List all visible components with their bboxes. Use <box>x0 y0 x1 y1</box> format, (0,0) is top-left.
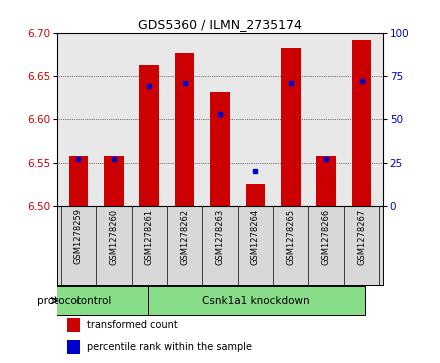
Bar <box>352 40 371 206</box>
Text: GSM1278263: GSM1278263 <box>216 208 224 265</box>
Text: GSM1278267: GSM1278267 <box>357 208 366 265</box>
Bar <box>104 156 124 206</box>
Text: protocol: protocol <box>37 295 80 306</box>
Bar <box>67 340 80 354</box>
Text: percentile rank within the sample: percentile rank within the sample <box>87 342 252 352</box>
Bar <box>39 286 148 315</box>
Bar <box>67 318 80 332</box>
Text: GSM1278265: GSM1278265 <box>286 208 295 265</box>
Text: transformed count: transformed count <box>87 320 177 330</box>
Text: control: control <box>75 295 112 306</box>
Bar <box>175 53 194 206</box>
Title: GDS5360 / ILMN_2735174: GDS5360 / ILMN_2735174 <box>138 19 302 32</box>
Bar <box>69 156 88 206</box>
Bar <box>316 156 336 206</box>
Text: GSM1278264: GSM1278264 <box>251 208 260 265</box>
Text: GSM1278262: GSM1278262 <box>180 208 189 265</box>
Text: Csnk1a1 knockdown: Csnk1a1 knockdown <box>202 295 310 306</box>
Bar <box>139 65 159 206</box>
Bar <box>281 48 301 206</box>
Bar <box>246 184 265 206</box>
Bar <box>210 91 230 206</box>
Text: GSM1278266: GSM1278266 <box>322 208 331 265</box>
Text: GSM1278260: GSM1278260 <box>109 208 118 265</box>
Text: GSM1278259: GSM1278259 <box>74 208 83 264</box>
Text: GSM1278261: GSM1278261 <box>145 208 154 265</box>
Bar <box>148 286 365 315</box>
